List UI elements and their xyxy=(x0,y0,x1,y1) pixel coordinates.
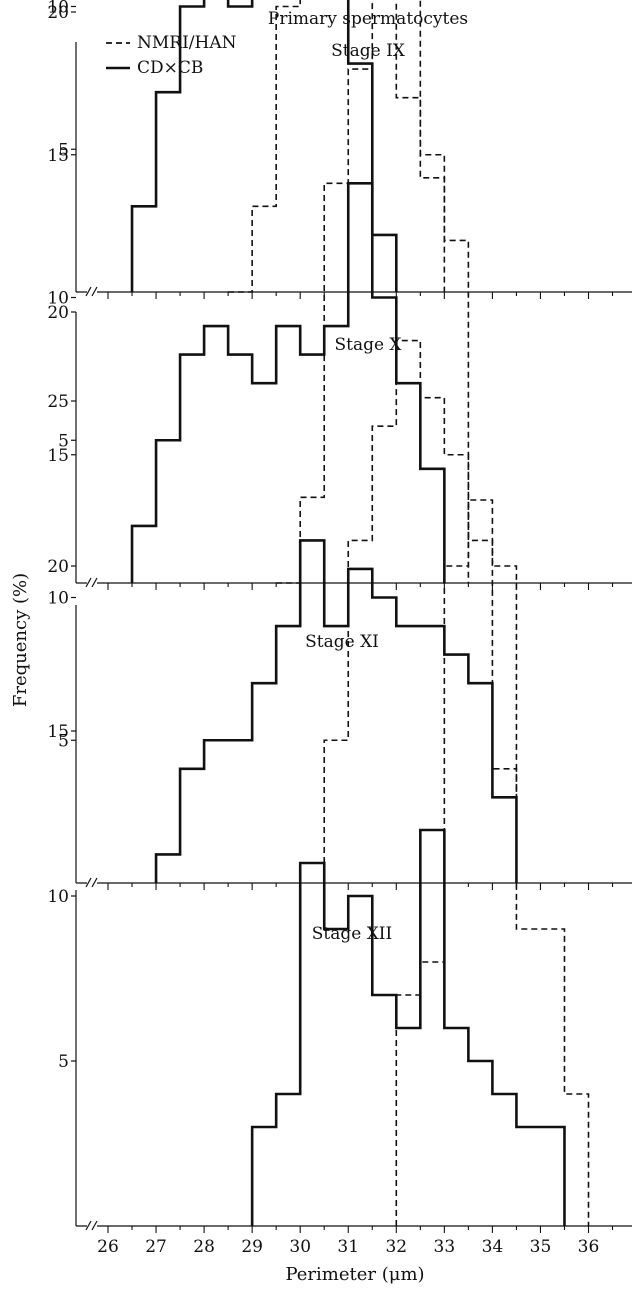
y-tick-label: 20 xyxy=(47,3,69,23)
axis-break-mark xyxy=(85,577,92,588)
panel-title: Stage X xyxy=(334,335,402,355)
x-tick-label: 31 xyxy=(337,1237,359,1257)
panel-1: 5 10 15 20 Stage IX xyxy=(47,0,632,299)
axis-break-gap xyxy=(87,287,97,297)
axis-break-mark xyxy=(85,877,92,888)
y-tick-label: 15 xyxy=(47,722,69,742)
axis-break-mark xyxy=(91,877,98,888)
panel-title: Stage IX xyxy=(331,41,406,61)
y-tick-label: 15 xyxy=(47,146,69,166)
y-tick-label: 25 xyxy=(47,392,69,412)
panel-title: Stage XI xyxy=(305,632,379,652)
axis-break-gap xyxy=(87,1221,97,1231)
y-tick-label: 5 xyxy=(58,431,69,451)
x-tick-label: 28 xyxy=(193,1237,215,1257)
y-tick-label: 5 xyxy=(58,140,69,160)
legend: NMRI/HAN CD×CB xyxy=(106,33,237,78)
x-tick-label: 32 xyxy=(385,1237,407,1257)
y-tick-label: 10 xyxy=(47,0,69,18)
axis-break-mark xyxy=(91,286,98,297)
y-tick-label: 10 xyxy=(47,589,69,609)
series-nmri-han-line xyxy=(228,0,446,293)
x-tick-label: 26 xyxy=(97,1237,119,1257)
y-tick-label: 20 xyxy=(47,557,69,577)
axis-break-mark xyxy=(91,577,98,588)
series-cdxcb-line xyxy=(130,0,398,292)
y-tick-label: 10 xyxy=(47,289,69,309)
x-tick-label: 29 xyxy=(241,1237,263,1257)
x-tick-label: 27 xyxy=(145,1237,167,1257)
axis-break-gap xyxy=(87,878,97,888)
y-tick-label: 15 xyxy=(47,446,69,466)
axis-break-gap xyxy=(87,578,97,588)
axis-break-mark xyxy=(85,1220,92,1231)
y-tick-label: 5 xyxy=(58,731,69,751)
series-nmri-han-line xyxy=(395,499,590,1226)
x-tick-label: 33 xyxy=(434,1237,456,1257)
legend-label: NMRI/HAN xyxy=(137,33,237,53)
x-tick-label: 30 xyxy=(289,1237,311,1257)
series-nmri-han-line xyxy=(276,0,470,584)
y-tick-label: 20 xyxy=(47,303,69,323)
y-axis-title: Frequency (%) xyxy=(10,573,31,707)
axis-break-mark xyxy=(85,286,92,297)
series-cdxcb-line xyxy=(250,828,566,1226)
panel-3: 5 10 15 20 Stage XI xyxy=(47,303,632,890)
x-tick-label: 34 xyxy=(482,1237,504,1257)
x-tick-label: 36 xyxy=(578,1237,600,1257)
panel-2: 5 10 15 20 Stage X xyxy=(47,0,632,590)
legend-label: CD×CB xyxy=(137,58,203,78)
panels: 5 10 15 20 Stage IX 5 10 15 20 Stage X 5 10 15 20 Stag… xyxy=(47,0,632,1257)
x-tick-label: 35 xyxy=(530,1237,552,1257)
y-tick-label: 10 xyxy=(47,887,69,907)
y-tick-label: 5 xyxy=(58,1052,69,1072)
x-axis-title: Perimeter (μm) xyxy=(285,1264,424,1285)
figure-title: Primary spermatocytes xyxy=(268,9,468,29)
series-cdxcb-line xyxy=(154,539,518,883)
axis-break-mark xyxy=(91,1220,98,1231)
